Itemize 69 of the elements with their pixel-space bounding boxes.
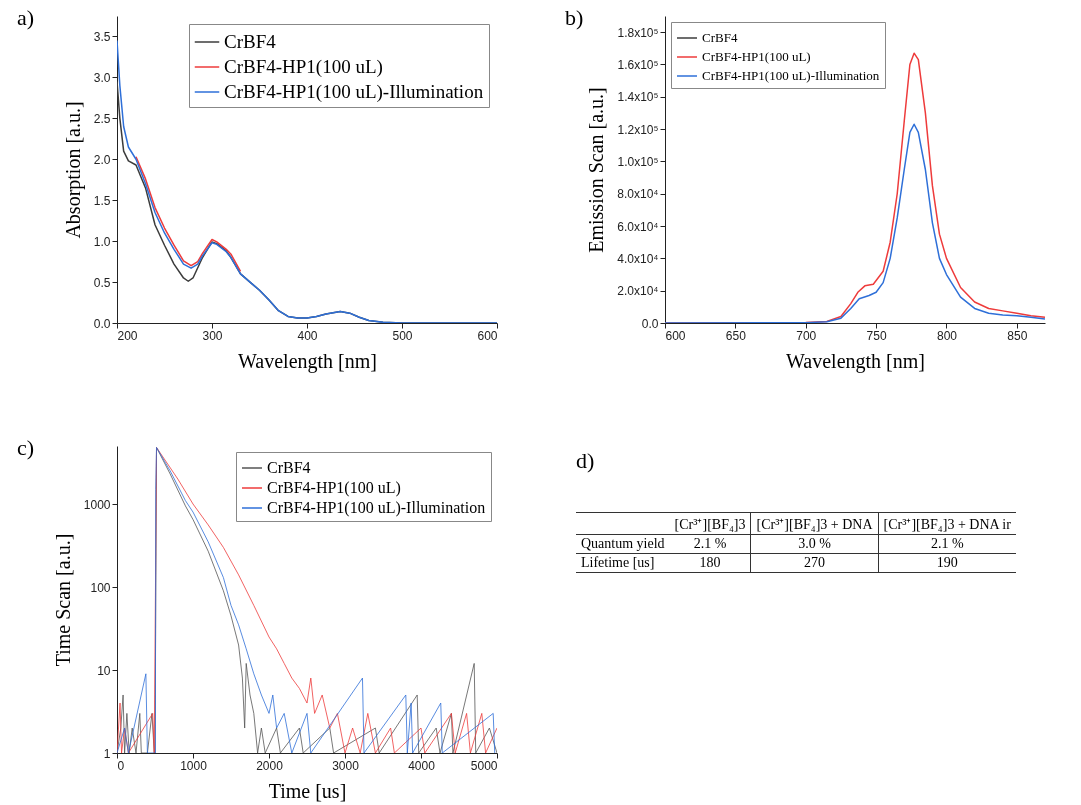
chart-title: b) [565,5,584,30]
text: 2.1 % [693,536,727,551]
x-tick-label: 850 [1007,328,1028,343]
y-tick-label: 0.0 [93,316,111,331]
x-tick-label: 400 [297,328,318,343]
category-label: [Cr³⁺][BF₄]3 + DNA [750,512,879,535]
x-tick-label: 4000 [408,758,436,773]
y-tick-label: 100 [90,580,111,595]
x-tick-label: 500 [392,328,413,343]
x-tick-label: 200 [117,328,138,343]
y-axis-title: Absorption [a.u.] [61,101,85,239]
x-tick-label: 800 [936,328,958,343]
x-tick-label: 600 [665,328,686,343]
x-tick-label: 750 [866,328,887,343]
y-tick-label: 2.0 [93,152,111,167]
legend-label: CrBF4-HP1(100 uL) [267,479,401,497]
y-tick-label: 1 [103,746,111,761]
y-axis-title: Time Scan [a.u.] [51,533,74,667]
y-tick-label: 1.6x10⁵ [617,57,659,72]
y-tick-label: 4.0x10⁴ [617,251,659,266]
y-tick-label: 3.5 [93,29,111,44]
y-tick-label: 2.5 [93,111,111,126]
category-label: Lifetime [us] [581,555,655,570]
text: 3.0 % [798,536,831,551]
y-tick-label: 8.0x10⁴ [617,187,659,202]
legend-label: CrBF4-HP1(100 uL) [224,56,383,78]
y-tick-label: 1.5 [93,193,111,208]
text: 270 [804,555,825,570]
y-tick-label: 1.4x10⁵ [617,90,659,105]
legend-label: CrBF4 [267,459,311,476]
text: 2.1 % [930,536,964,551]
y-tick-label: 1.0 [93,234,111,249]
x-tick-label: 5000 [470,758,498,773]
legend-label: CrBF4-HP1(100 uL)-Illumination [702,68,880,83]
y-tick-label: 2.0x10⁴ [617,284,659,299]
y-tick-label: 3.0 [93,70,111,85]
y-tick-label: 0.5 [93,275,111,290]
text: 180 [699,555,721,570]
y-tick-label: 0.0 [641,316,659,331]
text: d) [576,448,596,474]
legend-label: CrBF4-HP1(100 uL)-Illumination [224,81,484,103]
y-axis-title: Emission Scan [a.u.] [585,87,608,253]
category-label: [Cr³⁺][BF₄]3 + DNA ir [878,512,1016,535]
chart-title: c) [17,435,35,460]
y-tick-label: 1.2x10⁵ [617,122,659,137]
legend-label: CrBF4-HP1(100 uL) [702,49,811,64]
y-tick-label: 1000 [83,497,111,512]
legend-label: CrBF4-HP1(100 uL)-Illumination [267,499,486,517]
y-tick-label: 6.0x10⁴ [617,219,659,234]
category-label: [Cr³⁺][BF₄]3 [673,516,747,534]
x-axis-title: Wavelength [nm] [786,349,925,373]
x-axis-title: Time [us] [268,779,347,802]
y-tick-label: 1.8x10⁵ [617,25,659,40]
x-axis-title: Wavelength [nm] [238,349,377,373]
x-tick-label: 2000 [256,758,284,773]
x-tick-label: 600 [477,328,498,343]
category-label: Quantum yield [581,536,665,551]
x-tick-label: 3000 [332,758,360,773]
x-tick-label: 650 [725,328,747,343]
chart-title: a) [17,5,35,30]
x-tick-label: 1000 [180,758,208,773]
y-tick-label: 1.0x10⁵ [617,154,659,169]
text: 190 [936,555,958,570]
x-tick-label: 0 [117,758,125,773]
legend-label: CrBF4 [702,30,738,45]
legend-label: CrBF4 [224,31,277,52]
y-tick-label: 10 [97,663,111,678]
x-tick-label: 700 [796,328,817,343]
x-tick-label: 300 [202,328,223,343]
